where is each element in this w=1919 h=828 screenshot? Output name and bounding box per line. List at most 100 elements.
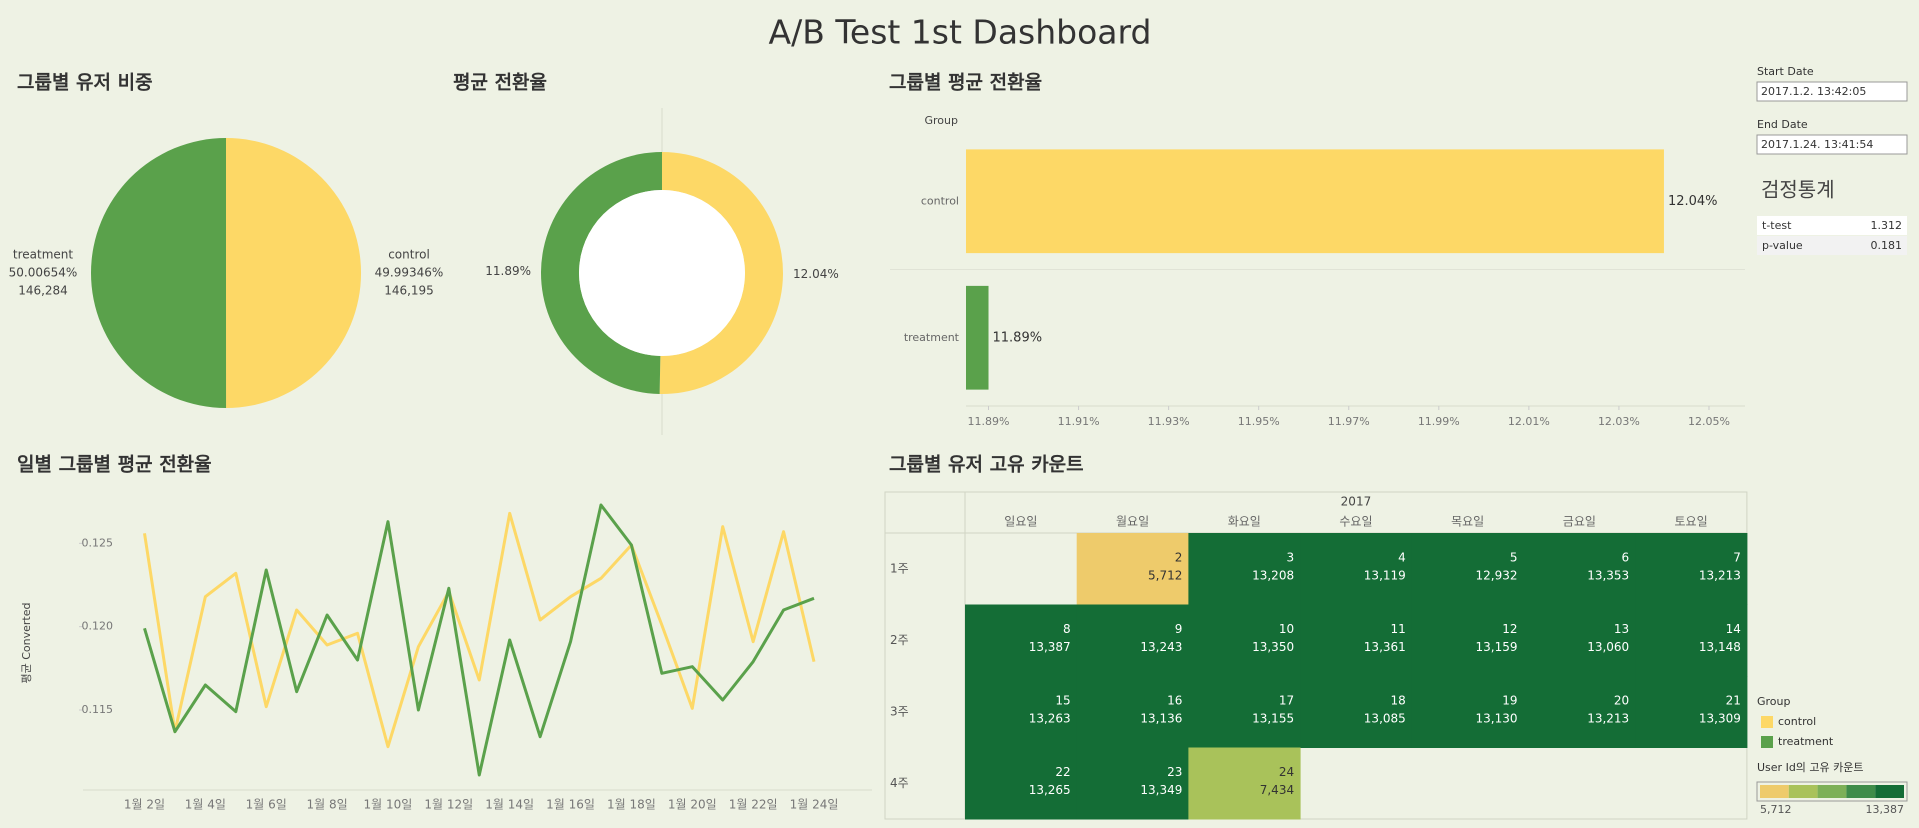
cell-day: 9 [1175,622,1183,636]
x-tick-label: 12.05% [1688,415,1730,428]
value-label: 12.04% [1668,194,1718,209]
heat-cell [1188,533,1301,605]
value-label: 11.89% [993,330,1043,345]
cell-value: 7,434 [1260,783,1294,797]
row-label: 2주 [890,633,909,647]
heat-cell [1300,604,1413,677]
x-tick-label: 1월 16일 [546,798,595,812]
pie-slice [91,138,227,408]
cell-day: 10 [1279,622,1294,636]
cell-day: 19 [1502,694,1517,708]
heat-cell [1076,533,1189,605]
x-tick-label: 12.01% [1508,415,1550,428]
pie-slice [226,138,362,408]
x-tick-label: 1월 18일 [607,798,656,812]
cell-value: 13,213 [1587,712,1629,726]
cell-day: 7 [1733,551,1741,565]
cell-value: 12,932 [1476,569,1518,583]
column-label: 수요일 [1339,515,1372,529]
heat-cell [1635,533,1748,605]
cell-day: 5 [1510,551,1518,565]
donut-hole [579,190,745,356]
heat-cell [1188,676,1301,748]
x-tick-label: 1월 10일 [364,798,413,812]
legend-title: Group [1757,695,1791,708]
legend-label: treatment [1778,735,1834,748]
row-label: 1주 [890,561,909,575]
legend-swatch [1761,736,1773,748]
x-tick-label: 1월 22일 [729,798,778,812]
chart-title: 일별 그룹별 평균 전환율 [17,454,212,476]
cell-day: 4 [1398,551,1406,565]
x-tick-label: 11.93% [1148,415,1190,428]
column-label: 금요일 [1563,515,1596,529]
colorbar-min: 5,712 [1760,803,1792,816]
filter-value: 2017.1.24. 13:41:54 [1761,138,1873,151]
heat-cell [1300,533,1413,605]
cell-day: 24 [1279,765,1294,779]
colorbar-step [1875,785,1904,798]
cell-day: 18 [1391,694,1406,708]
stats-title: 검정통계 [1761,178,1835,202]
heat-cell [965,747,1078,820]
pie-label: 49.99346% [375,265,444,279]
cell-day: 20 [1614,694,1629,708]
y-tick-label: 0.120 [82,620,114,633]
cell-value: 13,130 [1476,712,1518,726]
heat-cell [1411,604,1524,677]
chart-title: 그룹별 유저 고유 카운트 [889,454,1084,476]
cell-value: 13,119 [1364,569,1406,583]
colorbar-step [1846,785,1876,798]
x-tick-label: 1월 2일 [124,798,165,812]
legend-swatch [1761,716,1773,728]
heat-cell [1635,604,1748,677]
cell-day: 21 [1726,694,1741,708]
x-tick-label: 1월 6일 [246,798,287,812]
cell-value: 13,265 [1029,783,1071,797]
cell-value: 13,387 [1029,640,1071,654]
legend-label: control [1778,715,1816,728]
heat-cell [965,604,1078,677]
cell-value: 13,349 [1140,783,1182,797]
donut-label: 12.04% [793,267,839,281]
cell-value: 5,712 [1148,569,1182,583]
row-label: 3주 [890,704,909,718]
y-tick-label: treatment [904,331,960,344]
pie-label: 146,284 [18,284,68,298]
cell-value: 13,159 [1476,640,1518,654]
y-axis-title: Group [925,114,959,127]
cell-day: 3 [1286,551,1294,565]
cell-day: 12 [1502,622,1517,636]
cell-day: 14 [1726,622,1741,636]
heat-cell [1076,747,1189,820]
y-axis-title: 평균 Converted [20,603,33,684]
colorbar-step [1788,785,1818,798]
cell-value: 13,353 [1587,569,1629,583]
x-tick-label: 11.89% [968,415,1010,428]
filter-label: Start Date [1757,65,1814,78]
pie-label: 50.00654% [9,266,78,280]
colorbar-max: 13,387 [1866,803,1905,816]
x-tick-label: 11.99% [1418,415,1460,428]
y-tick-label: 0.115 [82,703,114,716]
cell-day: 2 [1175,551,1183,565]
cell-day: 16 [1167,694,1182,708]
cell-value: 13,243 [1140,640,1182,654]
filter-value: 2017.1.2. 13:42:05 [1761,85,1866,98]
column-label: 월요일 [1116,515,1149,529]
heat-cell [1188,747,1301,820]
cell-value: 13,361 [1364,640,1406,654]
filter-label: End Date [1757,118,1808,131]
dashboard-title: A/B Test 1st Dashboard [769,13,1152,52]
stats-row [1757,236,1907,255]
cell-value: 13,263 [1029,712,1071,726]
column-label: 토요일 [1674,515,1707,529]
stats-value: 0.181 [1871,239,1903,252]
heat-cell [1411,676,1524,748]
donut-slice [659,151,784,394]
filter-box [1756,81,1908,102]
column-label: 일요일 [1004,515,1037,529]
heat-cell [1635,676,1748,748]
column-header: 2017 [1341,495,1372,509]
cell-value: 13,155 [1252,712,1294,726]
